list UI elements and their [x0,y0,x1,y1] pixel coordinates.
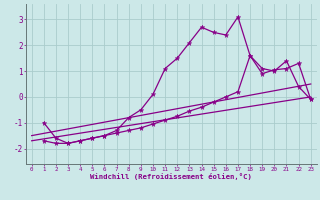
X-axis label: Windchill (Refroidissement éolien,°C): Windchill (Refroidissement éolien,°C) [90,173,252,180]
